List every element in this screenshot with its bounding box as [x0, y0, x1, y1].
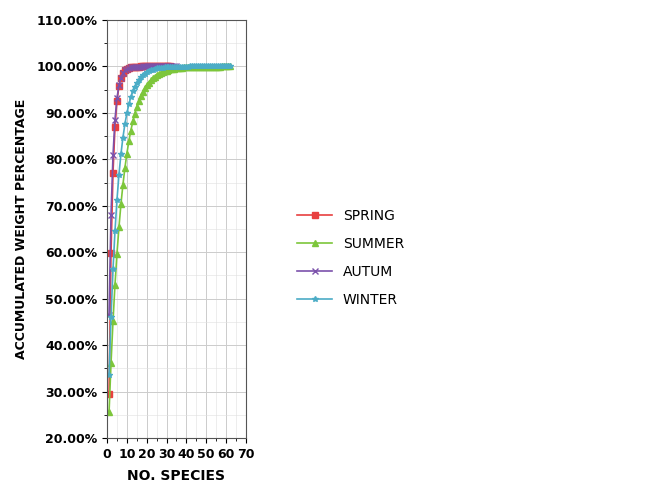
- AUTUM: [133, 64, 141, 70]
- AUTUM: [113, 95, 121, 101]
- Y-axis label: ACCUMULATED WEIGHT PERCENTAGE: ACCUMULATED WEIGHT PERCENTAGE: [15, 99, 28, 359]
- SPRING: [121, 67, 129, 73]
- Line: SUMMER: SUMMER: [106, 64, 233, 415]
- AUTUM: [161, 63, 168, 69]
- SPRING: [127, 64, 135, 70]
- SPRING: [155, 63, 163, 69]
- SPRING: [161, 63, 168, 69]
- Line: WINTER: WINTER: [106, 64, 233, 378]
- AUTUM: [109, 152, 117, 158]
- AUTUM: [166, 63, 174, 69]
- SPRING: [137, 63, 145, 69]
- SUMMER: [137, 93, 145, 99]
- SPRING: [147, 63, 155, 69]
- AUTUM: [155, 63, 163, 69]
- WINTER: [226, 63, 234, 69]
- SPRING: [139, 63, 147, 69]
- AUTUM: [121, 68, 129, 74]
- AUTUM: [117, 75, 125, 81]
- AUTUM: [131, 64, 139, 70]
- SPRING: [149, 63, 157, 69]
- AUTUM: [111, 117, 119, 123]
- AUTUM: [151, 63, 159, 69]
- WINTER: [115, 172, 123, 178]
- SPRING: [123, 66, 131, 72]
- SPRING: [145, 63, 153, 69]
- SPRING: [105, 391, 113, 397]
- AUTUM: [149, 63, 157, 69]
- AUTUM: [157, 63, 164, 69]
- SPRING: [117, 75, 125, 81]
- WINTER: [178, 64, 186, 70]
- X-axis label: NO. SPECIES: NO. SPECIES: [128, 469, 226, 483]
- AUTUM: [105, 312, 113, 318]
- SPRING: [135, 64, 143, 70]
- WINTER: [224, 63, 232, 69]
- AUTUM: [145, 63, 153, 69]
- AUTUM: [164, 63, 172, 69]
- AUTUM: [163, 63, 170, 69]
- AUTUM: [115, 83, 123, 89]
- AUTUM: [137, 64, 145, 70]
- AUTUM: [125, 65, 133, 71]
- Line: SPRING: SPRING: [106, 64, 173, 396]
- SUMMER: [210, 64, 218, 70]
- SPRING: [164, 63, 172, 69]
- SPRING: [143, 63, 151, 69]
- Line: AUTUM: AUTUM: [106, 64, 179, 318]
- WINTER: [105, 373, 113, 378]
- AUTUM: [119, 70, 127, 76]
- SPRING: [107, 250, 115, 256]
- SPRING: [163, 63, 170, 69]
- SUMMER: [178, 65, 186, 71]
- WINTER: [210, 63, 218, 69]
- AUTUM: [139, 63, 147, 69]
- AUTUM: [135, 64, 143, 70]
- AUTUM: [129, 64, 137, 70]
- SPRING: [153, 63, 161, 69]
- SPRING: [157, 63, 164, 69]
- AUTUM: [107, 212, 115, 218]
- SPRING: [131, 64, 139, 70]
- SPRING: [151, 63, 159, 69]
- WINTER: [129, 88, 137, 94]
- AUTUM: [141, 63, 149, 69]
- AUTUM: [170, 63, 178, 69]
- WINTER: [137, 74, 145, 80]
- SPRING: [125, 65, 133, 71]
- AUTUM: [127, 64, 135, 70]
- SPRING: [115, 83, 123, 89]
- AUTUM: [153, 63, 161, 69]
- SPRING: [119, 70, 127, 76]
- SPRING: [133, 64, 141, 70]
- AUTUM: [168, 63, 176, 69]
- SPRING: [166, 63, 174, 69]
- AUTUM: [172, 63, 180, 69]
- SUMMER: [105, 409, 113, 415]
- Legend: SPRING, SUMMER, AUTUM, WINTER: SPRING, SUMMER, AUTUM, WINTER: [290, 203, 411, 314]
- SPRING: [159, 63, 166, 69]
- SPRING: [141, 63, 149, 69]
- AUTUM: [147, 63, 155, 69]
- AUTUM: [123, 66, 131, 72]
- SPRING: [111, 124, 119, 130]
- SUMMER: [115, 224, 123, 230]
- SUMMER: [224, 63, 232, 69]
- SUMMER: [226, 63, 234, 69]
- SPRING: [113, 98, 121, 104]
- AUTUM: [143, 63, 151, 69]
- SPRING: [129, 64, 137, 70]
- SPRING: [109, 170, 117, 176]
- SUMMER: [129, 119, 137, 124]
- AUTUM: [159, 63, 166, 69]
